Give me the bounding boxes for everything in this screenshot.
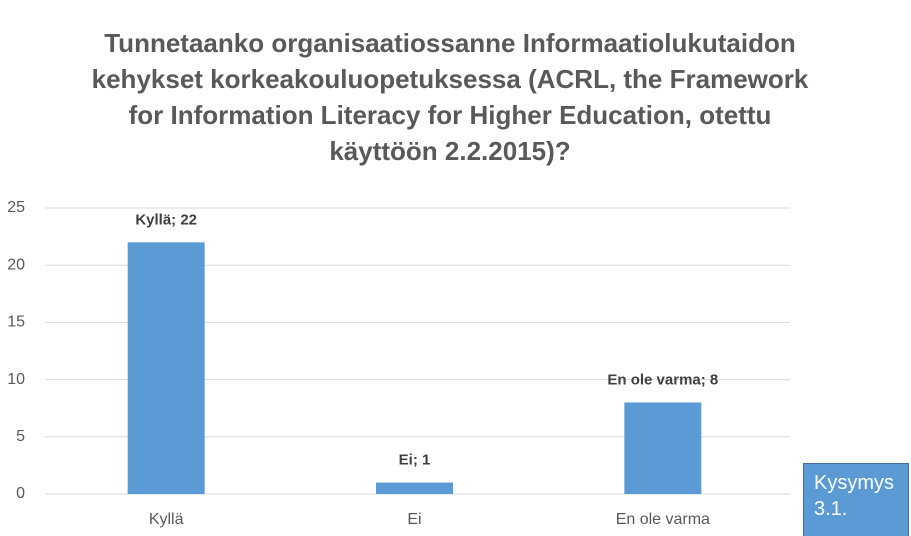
y-tick-label: 0	[16, 485, 25, 502]
bar	[376, 482, 453, 494]
bar	[624, 402, 702, 494]
data-label: Ei; 1	[399, 452, 431, 469]
y-tick-label: 25	[7, 199, 25, 216]
x-tick-label: En ole varma	[616, 511, 710, 528]
y-tick-label: 20	[7, 256, 25, 273]
y-tick-label: 5	[16, 428, 25, 445]
chart-title: käyttöön 2.2.2015)?	[329, 136, 570, 166]
x-tick-label: Ei	[407, 511, 421, 528]
chart-title: Tunnetaanko organisaatiossanne Informaat…	[104, 28, 796, 58]
data-label: En ole varma; 8	[607, 371, 718, 388]
chart-title: for Information Literacy for Higher Educ…	[129, 100, 772, 130]
chart-title: kehykset korkeakouluopetuksessa (ACRL, t…	[92, 64, 809, 94]
data-label: Kyllä; 22	[135, 211, 197, 228]
y-tick-label: 15	[7, 314, 25, 331]
bar	[127, 242, 205, 494]
y-tick-label: 10	[7, 371, 25, 388]
annotation-box: Kysymys 3.1.	[803, 463, 909, 536]
x-tick-label: Kyllä	[149, 511, 184, 528]
